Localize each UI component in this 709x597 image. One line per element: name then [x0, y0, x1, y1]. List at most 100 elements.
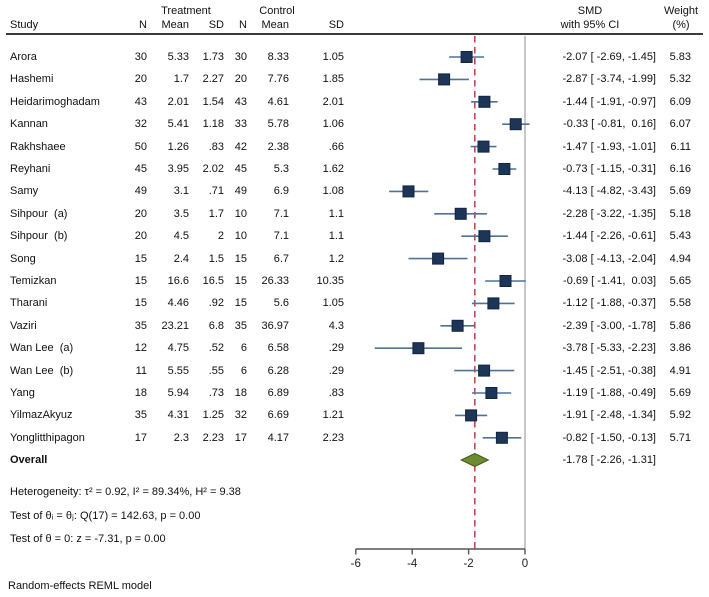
- treatment-sd-header: SD: [208, 19, 224, 31]
- control-n-value: 20: [234, 73, 247, 85]
- control-n-value: 32: [234, 409, 247, 421]
- weight-value: 5.71: [669, 432, 691, 444]
- treatment-n-value: 15: [134, 297, 147, 309]
- treatment-mean-value: 5.41: [167, 118, 189, 130]
- control-n-value: 6: [240, 342, 247, 354]
- x-tick-label: -2: [463, 558, 473, 570]
- effect-marker: [438, 73, 451, 86]
- control-group-header: Control: [259, 5, 295, 17]
- control-n-value: 6: [240, 365, 247, 377]
- control-mean-value: 26.33: [261, 275, 289, 287]
- header-rule: [6, 33, 703, 35]
- study-name: Yang: [10, 387, 35, 399]
- x-tick-label: -6: [351, 558, 361, 570]
- control-n-value: 35: [234, 320, 247, 332]
- treatment-sd-value: 1.5: [208, 253, 224, 265]
- control-sd-value: 2.01: [322, 96, 344, 108]
- smd-ci-value: -0.73 [ -1.15, -0.31]: [562, 163, 656, 175]
- study-name: Reyhani: [10, 163, 51, 175]
- treatment-sd-value: 1.54: [202, 96, 224, 108]
- control-sd-value: 1.1: [328, 208, 344, 220]
- treatment-n-value: 15: [134, 275, 147, 287]
- treatment-sd-value: 2.02: [202, 163, 224, 175]
- effect-marker: [485, 387, 498, 399]
- treatment-n-value: 49: [134, 185, 147, 197]
- weight-value: 5.18: [669, 208, 691, 220]
- x-tick-label: 0: [522, 558, 528, 570]
- x-tick-label: -4: [407, 558, 418, 570]
- control-n-value: 15: [234, 275, 247, 287]
- weight-value: 6.16: [669, 163, 691, 175]
- model-footer: Random-effects REML model: [8, 580, 152, 592]
- treatment-sd-value: .92: [208, 297, 224, 309]
- treatment-mean-value: 5.94: [167, 387, 189, 399]
- effect-marker: [477, 140, 490, 153]
- weight-value: 5.32: [669, 73, 691, 85]
- control-sd-value: 10.35: [316, 275, 344, 287]
- control-n-value: 45: [234, 163, 247, 175]
- smd-ci-value: -0.82 [ -1.50, -0.13]: [562, 432, 656, 444]
- treatment-n-value: 50: [134, 141, 147, 153]
- weight-value: 5.58: [669, 297, 691, 309]
- study-name: Song: [10, 253, 36, 265]
- control-mean-value: 8.33: [267, 51, 289, 63]
- treatment-sd-value: 16.5: [202, 275, 224, 287]
- treatment-n-value: 30: [134, 51, 147, 63]
- treatment-n-value: 12: [134, 342, 147, 354]
- overall-ci-value: -1.78 [ -2.26, -1.31]: [562, 454, 656, 466]
- control-sd-value: 4.3: [328, 320, 344, 332]
- treatment-mean-value: 2.4: [173, 253, 189, 265]
- weight-value: 5.65: [669, 275, 691, 287]
- effect-marker: [412, 342, 425, 355]
- study-name: Tharani: [10, 297, 48, 309]
- treatment-n-value: 18: [134, 387, 147, 399]
- smd-ci-value: -4.13 [ -4.82, -3.43]: [562, 185, 656, 197]
- control-sd-value: 1.08: [322, 185, 344, 197]
- study-name: Hashemi: [10, 73, 54, 85]
- weight-value: 6.07: [669, 118, 691, 130]
- control-mean-value: 36.97: [261, 320, 289, 332]
- treatment-sd-value: .52: [208, 342, 224, 354]
- treatment-mean-value: 2.3: [173, 432, 189, 444]
- treatment-mean-value: 5.55: [167, 365, 189, 377]
- control-mean-value: 2.38: [267, 141, 289, 153]
- effect-marker: [509, 118, 522, 131]
- control-n-value: 33: [234, 118, 247, 130]
- effect-marker: [432, 252, 445, 265]
- test-theta-stats: Test of θᵢ = θⱼ: Q(17) = 142.63, p = 0.0…: [10, 510, 201, 522]
- control-sd-value: 1.06: [322, 118, 344, 130]
- treatment-n-value: 45: [134, 163, 147, 175]
- treatment-sd-value: 6.8: [208, 320, 224, 332]
- control-mean-value: 4.61: [267, 96, 289, 108]
- smd-ci-value: -2.07 [ -2.69, -1.45]: [562, 51, 656, 63]
- treatment-n-value: 11: [135, 365, 147, 377]
- study-name: Sihpour (b): [10, 230, 68, 242]
- smd-ci-value: -2.28 [ -3.22, -1.35]: [562, 208, 656, 220]
- control-sd-value: 2.23: [322, 432, 344, 444]
- control-sd-value: .83: [328, 387, 344, 399]
- control-n-value: 30: [234, 51, 247, 63]
- treatment-sd-value: 1.25: [202, 409, 224, 421]
- study-name: Rakhshaee: [10, 141, 66, 153]
- control-n-value: 49: [234, 185, 247, 197]
- control-sd-value: 1.85: [322, 73, 344, 85]
- weight-value: 6.11: [670, 141, 691, 153]
- effect-marker: [478, 230, 491, 243]
- control-sd-header: SD: [328, 19, 344, 31]
- control-sd-value: 1.05: [322, 297, 344, 309]
- weight-value: 6.09: [669, 96, 691, 108]
- control-sd-value: .66: [328, 141, 344, 153]
- weight-header-line1: Weight: [663, 5, 699, 17]
- effect-marker: [495, 431, 508, 444]
- treatment-n-value: 20: [134, 230, 147, 242]
- control-mean-header: Mean: [261, 19, 289, 31]
- treatment-mean-value: 3.95: [167, 163, 189, 175]
- treatment-mean-header: Mean: [161, 19, 189, 31]
- weight-value: 5.69: [669, 185, 691, 197]
- smd-ci-value: -1.91 [ -2.48, -1.34]: [562, 409, 656, 421]
- treatment-mean-value: 16.6: [167, 275, 189, 287]
- weight-value: 5.43: [669, 230, 691, 242]
- treatment-sd-value: .73: [208, 387, 224, 399]
- control-mean-value: 6.9: [273, 185, 289, 197]
- effect-marker: [478, 364, 491, 377]
